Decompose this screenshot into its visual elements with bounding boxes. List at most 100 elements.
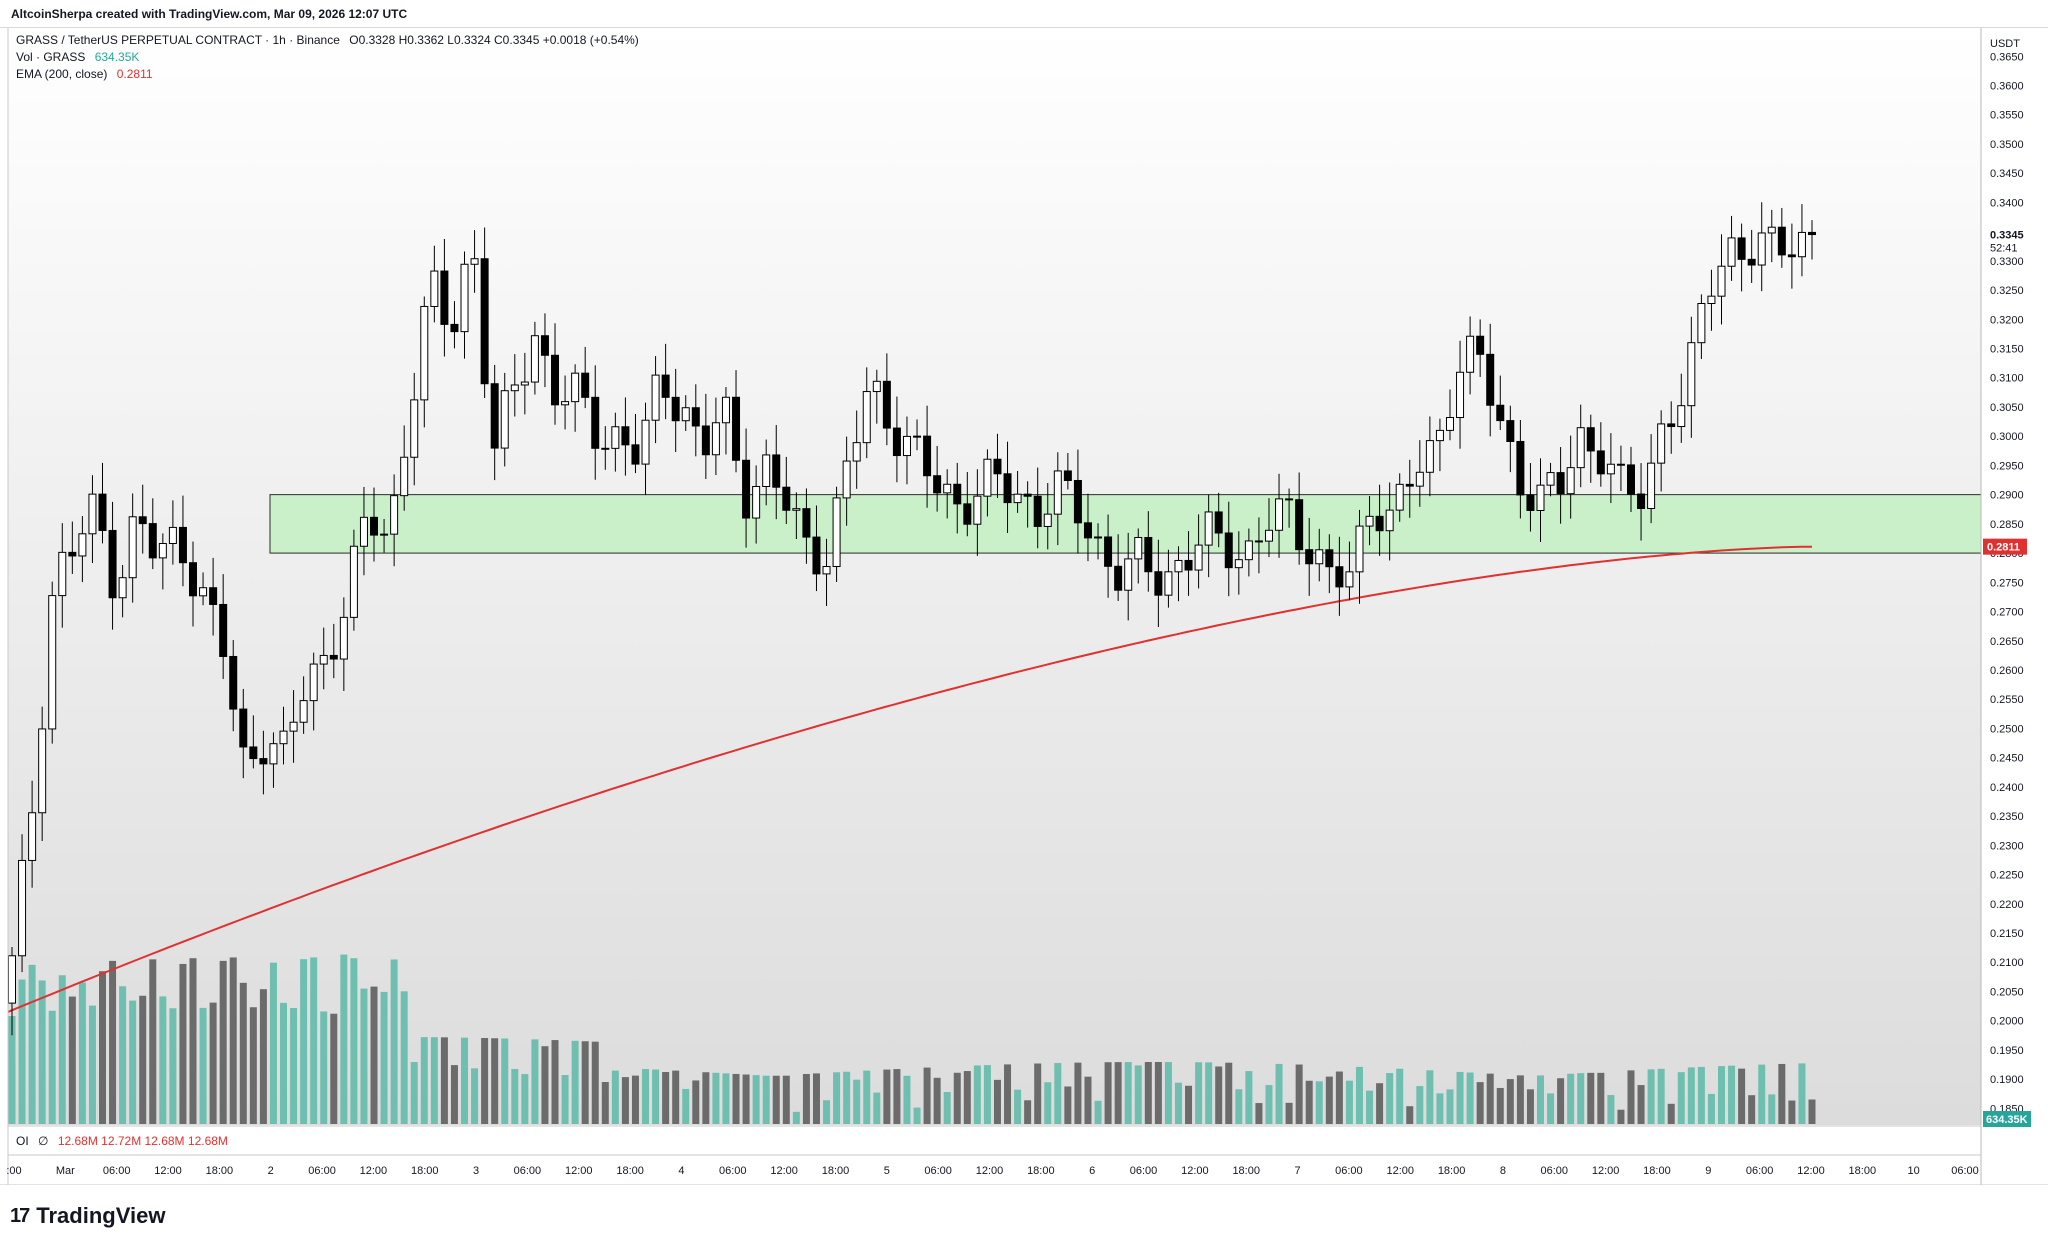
- candle-body: [1486, 353, 1495, 406]
- price-tick-label: 0.3200: [1990, 314, 2024, 326]
- candle-body: [1345, 571, 1354, 588]
- volume-bar: [823, 1100, 831, 1124]
- candle-body: [742, 459, 751, 519]
- volume-bar: [963, 1071, 971, 1124]
- price-tick-label: 0.2900: [1990, 490, 2024, 502]
- time-tick-label: 12:00: [1592, 1165, 1620, 1177]
- volume-bar: [782, 1075, 790, 1124]
- volume-legend[interactable]: Vol · GRASS 634.35K: [16, 50, 139, 64]
- candle-body: [38, 728, 47, 814]
- price-tick-label: 0.2350: [1990, 811, 2024, 823]
- candle-body: [48, 595, 57, 730]
- volume-bar: [410, 1062, 418, 1124]
- tradingview-logo-icon: 17: [10, 1204, 30, 1227]
- volume-bar: [812, 1073, 820, 1124]
- volume-bar: [853, 1079, 861, 1124]
- time-tick-label: :00: [6, 1165, 21, 1177]
- volume-bar: [1536, 1075, 1544, 1124]
- volume-bar: [1315, 1081, 1323, 1124]
- candle-body: [1164, 571, 1173, 596]
- volume-tag-value: 634.35K: [1986, 1114, 2028, 1126]
- volume-bar: [481, 1038, 489, 1124]
- volume-bar: [1154, 1062, 1162, 1124]
- candle-body: [1194, 544, 1203, 571]
- volume-bar: [1687, 1067, 1695, 1124]
- volume-bar: [189, 958, 197, 1124]
- oi-symbol: ∅: [38, 1134, 49, 1148]
- ohlc-values: O0.3328 H0.3362 L0.3324 C0.3345 +0.0018 …: [349, 33, 639, 47]
- volume-bar: [1144, 1062, 1152, 1124]
- volume-bar: [1366, 1090, 1374, 1124]
- price-tick-label: 0.2650: [1990, 636, 2024, 648]
- candle-body: [792, 508, 801, 511]
- candle-body: [68, 551, 77, 557]
- volume-bar: [863, 1070, 871, 1124]
- candle-body: [1204, 511, 1213, 546]
- price-tick-label: 0.2250: [1990, 870, 2024, 882]
- candle-body: [500, 390, 509, 449]
- symbol-legend[interactable]: GRASS / TetherUS PERPETUAL CONTRACT · 1h…: [16, 33, 639, 47]
- volume-bar: [471, 1068, 479, 1124]
- price-tick-label: 0.2500: [1990, 723, 2024, 735]
- volume-bar: [209, 1002, 217, 1124]
- candle-body: [530, 335, 539, 383]
- volume-bar: [1255, 1103, 1263, 1124]
- candle-body: [1526, 494, 1535, 511]
- candle-body: [118, 577, 127, 599]
- price-tick-label: 0.2550: [1990, 694, 2024, 706]
- candle-body: [309, 663, 318, 702]
- attribution-bar: AltcoinSherpa created with TradingView.c…: [0, 0, 2048, 28]
- candle-body: [28, 812, 37, 861]
- candle-body: [1576, 427, 1585, 469]
- oi-values: 12.68M 12.72M 12.68M 12.68M: [57, 1134, 228, 1148]
- time-tick-label: 5: [884, 1165, 890, 1177]
- volume-bar: [1657, 1068, 1665, 1124]
- price-tick-label: 0.2450: [1990, 753, 2024, 765]
- volume-bar: [1134, 1065, 1142, 1124]
- volume-bar: [149, 959, 157, 1124]
- volume-bar: [511, 1068, 519, 1124]
- candle-body: [1003, 473, 1012, 504]
- volume-bar: [802, 1073, 810, 1124]
- candle-body: [168, 526, 177, 545]
- candle-body: [349, 545, 358, 618]
- volume-bar: [1456, 1071, 1464, 1124]
- time-tick-label: 06:00: [1951, 1165, 1979, 1177]
- candle-body: [943, 483, 952, 494]
- price-axis: 0.3650 0.3600 0.3550 0.3500 0.3450 0.3400 0.33…: [1990, 38, 2024, 1115]
- candle-body: [1043, 513, 1052, 527]
- candle-body: [1385, 509, 1394, 532]
- price-tick-label: 0.3050: [1990, 402, 2024, 414]
- time-tick-label: 18:00: [1643, 1165, 1671, 1177]
- volume-bar: [1446, 1089, 1454, 1124]
- candle-body: [1697, 303, 1706, 344]
- volume-bar: [1396, 1068, 1404, 1124]
- candle-body: [1647, 462, 1656, 509]
- volume-bar: [642, 1069, 650, 1124]
- candle-body: [289, 721, 298, 732]
- tradingview-logo[interactable]: 17 TradingView: [10, 1203, 165, 1229]
- candle-body: [209, 587, 218, 605]
- candle-body: [1275, 498, 1284, 531]
- candle-body: [1677, 405, 1686, 428]
- volume-bar: [631, 1075, 639, 1124]
- volume-bar: [1617, 1109, 1625, 1124]
- time-tick-label: 8: [1500, 1165, 1506, 1177]
- volume-bar: [390, 959, 398, 1124]
- volume-bar: [68, 996, 76, 1124]
- volume-bar: [973, 1065, 981, 1124]
- volume-bar: [1406, 1106, 1414, 1124]
- volume-bar: [792, 1111, 800, 1124]
- volume-bar: [732, 1073, 740, 1124]
- time-tick-label: 06:00: [1130, 1165, 1158, 1177]
- volume-bar: [350, 958, 358, 1124]
- volume-bar: [1597, 1072, 1605, 1124]
- ema-legend[interactable]: EMA (200, close) 0.2811: [16, 67, 153, 81]
- price-tick-label: 0.3250: [1990, 285, 2024, 297]
- oi-legend[interactable]: OI ∅ 12.68M 12.72M 12.68M 12.68M: [16, 1134, 228, 1148]
- candle-body: [1285, 498, 1294, 501]
- time-tick-label: 9: [1705, 1165, 1711, 1177]
- candle-body: [1445, 417, 1454, 431]
- volume-bar: [1094, 1100, 1102, 1124]
